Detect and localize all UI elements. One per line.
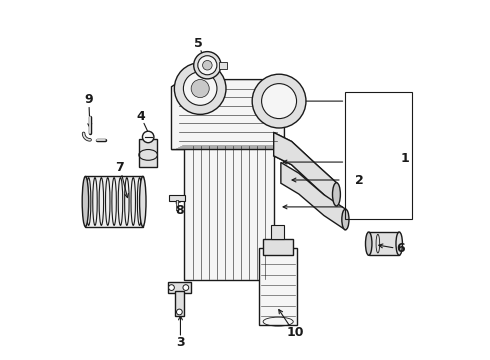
Text: 9: 9: [84, 93, 93, 106]
Text: 8: 8: [175, 204, 184, 217]
Ellipse shape: [342, 209, 349, 230]
Text: 4: 4: [137, 110, 146, 123]
Bar: [85, 176, 143, 226]
Text: 3: 3: [176, 336, 185, 348]
Ellipse shape: [396, 232, 402, 255]
Circle shape: [183, 72, 217, 105]
Text: 6: 6: [397, 242, 405, 255]
Bar: [270, 225, 284, 239]
Polygon shape: [281, 162, 345, 230]
Bar: [259, 248, 297, 325]
Circle shape: [202, 60, 212, 70]
Bar: [169, 195, 185, 201]
Circle shape: [143, 131, 154, 143]
Ellipse shape: [366, 232, 372, 255]
Bar: [139, 139, 157, 167]
Ellipse shape: [82, 176, 89, 226]
Ellipse shape: [140, 176, 146, 226]
Bar: [219, 62, 227, 69]
Text: 1: 1: [400, 152, 409, 165]
Text: 5: 5: [194, 36, 203, 50]
Bar: [184, 144, 274, 280]
Bar: [168, 282, 191, 293]
Polygon shape: [172, 144, 285, 149]
Bar: [175, 291, 184, 316]
Circle shape: [169, 285, 174, 291]
Circle shape: [176, 309, 182, 315]
Text: 2: 2: [355, 174, 364, 186]
Circle shape: [198, 56, 217, 75]
Circle shape: [194, 51, 221, 79]
Bar: [345, 92, 412, 220]
Ellipse shape: [333, 183, 341, 206]
Bar: [368, 232, 399, 255]
Circle shape: [262, 84, 296, 118]
Circle shape: [183, 285, 189, 291]
Circle shape: [174, 63, 226, 114]
Bar: [263, 239, 294, 255]
Polygon shape: [274, 132, 337, 206]
Circle shape: [252, 74, 306, 128]
Polygon shape: [172, 80, 285, 149]
Text: 7: 7: [115, 161, 124, 174]
Text: 10: 10: [287, 326, 304, 339]
Circle shape: [191, 80, 209, 98]
